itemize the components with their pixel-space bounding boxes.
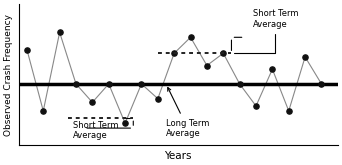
Point [269, 68, 275, 70]
Point [41, 110, 46, 112]
Point [155, 97, 160, 100]
Point [221, 52, 226, 55]
Text: Short Term
Average: Short Term Average [73, 118, 131, 140]
Text: Long Term
Average: Long Term Average [166, 88, 209, 138]
Point [319, 83, 324, 85]
Point [90, 101, 95, 104]
Point [24, 48, 30, 51]
Point [253, 105, 259, 107]
Point [302, 56, 308, 58]
Point [188, 36, 193, 39]
Y-axis label: Observed Crash Frequency: Observed Crash Frequency [4, 14, 13, 136]
Point [139, 83, 144, 85]
Point [106, 83, 111, 85]
Point [73, 83, 79, 85]
Point [171, 52, 177, 55]
Point [57, 31, 62, 34]
Text: Short Term
Average: Short Term Average [234, 9, 298, 53]
Point [237, 83, 242, 85]
Point [204, 64, 210, 67]
X-axis label: Years: Years [165, 151, 192, 161]
Point [122, 122, 128, 125]
Point [286, 110, 291, 112]
